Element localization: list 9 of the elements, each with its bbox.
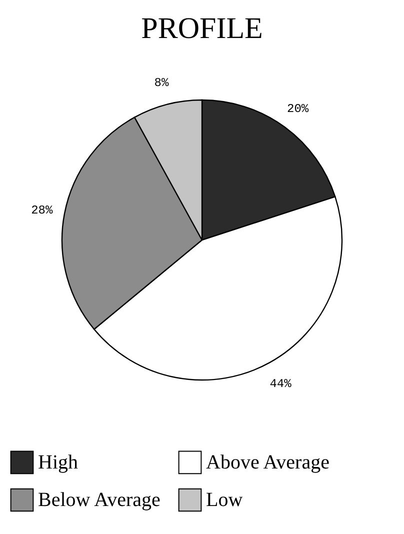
legend-label: High <box>38 451 78 474</box>
legend-label: Low <box>206 489 244 511</box>
data-label: 8% <box>154 76 170 90</box>
data-label: 20% <box>287 102 310 116</box>
legend-label: Below Average <box>38 489 160 511</box>
data-label: 28% <box>31 203 54 218</box>
chart-title: PROFILE <box>141 12 263 45</box>
data-label: 44% <box>270 376 292 391</box>
legend-label: Above Average <box>206 451 330 474</box>
